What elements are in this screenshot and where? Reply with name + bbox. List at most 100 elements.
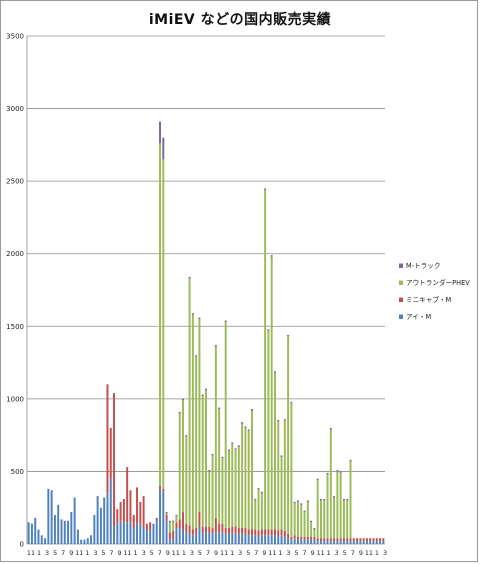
bar-segment (165, 520, 168, 544)
bar-segment (313, 528, 316, 530)
bar-segment (67, 520, 70, 544)
bar-segment (159, 488, 162, 544)
bar-segment (228, 449, 230, 452)
bar-segment (195, 533, 198, 544)
bar-segment (326, 541, 329, 544)
bar-segment (76, 529, 79, 544)
bar-segment (257, 489, 260, 531)
bar-segment (339, 471, 342, 473)
bar-segment (372, 538, 375, 542)
bar-segment (228, 451, 230, 529)
bar-segment (172, 539, 175, 544)
bar-segment (306, 500, 309, 502)
bar-segment (159, 143, 162, 486)
bar-segment (201, 532, 204, 544)
bar-segment (106, 493, 109, 544)
bar-segment (306, 501, 309, 537)
bar-segment (73, 497, 76, 544)
bar-segment (342, 538, 345, 542)
bar-segment (175, 516, 178, 523)
bar-segment (349, 459, 352, 462)
x-tick-label: 3 (93, 549, 97, 557)
bar-segment (303, 512, 306, 537)
bar-segment (116, 523, 119, 544)
bar-segment (185, 435, 188, 437)
x-tick-label: 1 (134, 549, 138, 557)
bar-segment (93, 514, 96, 544)
bar-segment (231, 442, 234, 444)
bar-segment (267, 535, 270, 544)
bar-segment (319, 538, 322, 542)
bar-segment (365, 541, 368, 544)
bar-segment (168, 520, 171, 523)
bar-segment (247, 529, 250, 536)
bar-segment (277, 536, 280, 544)
bar-segment (198, 512, 201, 527)
bar-segment (319, 499, 322, 501)
bar-segment (208, 532, 211, 544)
bar-segment (122, 522, 125, 544)
bar-segment (323, 499, 326, 501)
bar-segment (208, 469, 211, 472)
bar-segment (221, 458, 224, 524)
bar-segment (182, 398, 184, 401)
bar-segment (136, 487, 139, 524)
bar-segment (329, 429, 332, 539)
bar-segment (237, 533, 240, 544)
bar-segment (244, 426, 247, 428)
bar-segment (205, 526, 207, 533)
bar-segment (218, 407, 221, 410)
x-tick-label: 7 (109, 549, 113, 557)
bar-segment (30, 523, 33, 544)
bar-segment (126, 522, 129, 544)
bar-segment (313, 529, 316, 537)
bar-segment (221, 523, 224, 533)
bar-segment (287, 533, 290, 539)
bar-segment (323, 538, 326, 542)
x-tick-label: 9 (117, 549, 121, 557)
bar-segment (221, 532, 224, 544)
bar-segment (277, 530, 280, 537)
bar-segment (369, 538, 372, 542)
bar-segment (168, 539, 171, 544)
bar-segment (109, 427, 112, 479)
legend-label: アイ・M (406, 313, 431, 321)
bar-segment (231, 526, 234, 533)
bar-segment (270, 529, 273, 536)
legend-swatch (399, 280, 403, 285)
bar-segment (109, 478, 112, 544)
bar-segment (290, 403, 293, 537)
bar-segment (155, 522, 158, 544)
bar-segment (270, 255, 273, 257)
bar-segment (362, 538, 365, 542)
bar-segment (287, 334, 290, 337)
bar-segment (260, 491, 263, 494)
bar-segment (234, 533, 237, 544)
bar-segment (346, 500, 349, 539)
bar-segment (254, 500, 257, 530)
bar-segment (237, 445, 240, 447)
bar-segment (359, 541, 362, 544)
bar-segment (205, 388, 207, 391)
bar-segment (178, 413, 181, 520)
bar-segment (228, 533, 230, 544)
bar-segment (333, 497, 336, 539)
bar-segment (264, 529, 267, 536)
bar-segment (270, 535, 273, 544)
bar-segment (185, 523, 188, 533)
x-tick-label: 9 (311, 549, 315, 557)
bar-segment (280, 535, 283, 544)
bar-segment (349, 461, 352, 539)
bar-segment (182, 400, 184, 513)
x-tick-label: 5 (53, 549, 57, 557)
bar-segment (342, 500, 345, 539)
bar-segment (316, 541, 319, 544)
y-tick-label: 500 (11, 468, 24, 476)
bar-segment (241, 528, 244, 534)
bar-segment (37, 529, 40, 544)
bar-segment (211, 533, 214, 544)
bar-segment (165, 514, 168, 521)
bar-segment (224, 528, 227, 534)
